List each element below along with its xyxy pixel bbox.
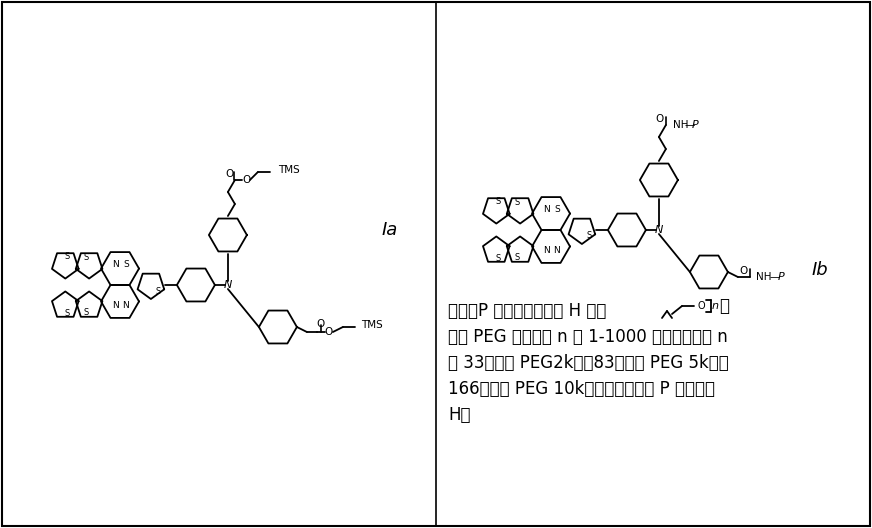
Text: S: S — [586, 231, 591, 240]
Text: N: N — [553, 246, 559, 255]
Text: O: O — [324, 327, 333, 337]
Text: N: N — [112, 301, 119, 310]
Text: S: S — [155, 287, 160, 296]
Text: N: N — [655, 225, 663, 235]
Text: 其中，P 各自独立地表示 H 或由: 其中，P 各自独立地表示 H 或由 — [448, 302, 606, 320]
Text: 示的 PEG 链，其中 n 为 1-1000 的整数，例如 n: 示的 PEG 链，其中 n 为 1-1000 的整数，例如 n — [448, 328, 728, 346]
Text: O: O — [226, 169, 234, 179]
Text: S: S — [65, 252, 70, 261]
Text: —: — — [770, 272, 780, 282]
Text: Ib: Ib — [812, 261, 828, 279]
Text: TMS: TMS — [361, 320, 383, 330]
Text: N: N — [542, 205, 549, 214]
Text: 表: 表 — [719, 297, 729, 315]
Text: H，: H， — [448, 406, 471, 424]
Text: 为 33（对应 PEG2k）、83（对应 PEG 5k）、: 为 33（对应 PEG2k）、83（对应 PEG 5k）、 — [448, 354, 729, 372]
Text: S: S — [84, 253, 89, 262]
Text: S: S — [514, 253, 520, 262]
Text: 166（对应 PEG 10k），条件是两个 P 不同时为: 166（对应 PEG 10k），条件是两个 P 不同时为 — [448, 380, 715, 398]
Text: S: S — [495, 197, 501, 206]
Text: n: n — [712, 301, 719, 311]
Text: N: N — [121, 301, 128, 310]
Text: Ia: Ia — [382, 221, 399, 239]
Text: N: N — [112, 260, 119, 269]
Text: P: P — [691, 120, 698, 130]
Text: O: O — [656, 114, 664, 124]
Text: P: P — [778, 272, 785, 282]
Text: O: O — [242, 175, 251, 185]
Text: —: — — [685, 120, 695, 130]
Text: S: S — [554, 205, 560, 214]
Text: N: N — [224, 280, 232, 290]
Text: S: S — [123, 260, 129, 269]
Text: O: O — [317, 319, 325, 329]
Text: O: O — [739, 266, 748, 276]
Text: S: S — [84, 308, 89, 317]
Text: NH: NH — [673, 120, 688, 130]
Text: TMS: TMS — [278, 165, 300, 175]
Text: S: S — [65, 309, 70, 318]
Text: S: S — [514, 198, 520, 207]
Text: S: S — [495, 254, 501, 263]
Text: N: N — [542, 246, 549, 255]
Text: NH: NH — [756, 272, 772, 282]
Text: O: O — [698, 301, 705, 311]
